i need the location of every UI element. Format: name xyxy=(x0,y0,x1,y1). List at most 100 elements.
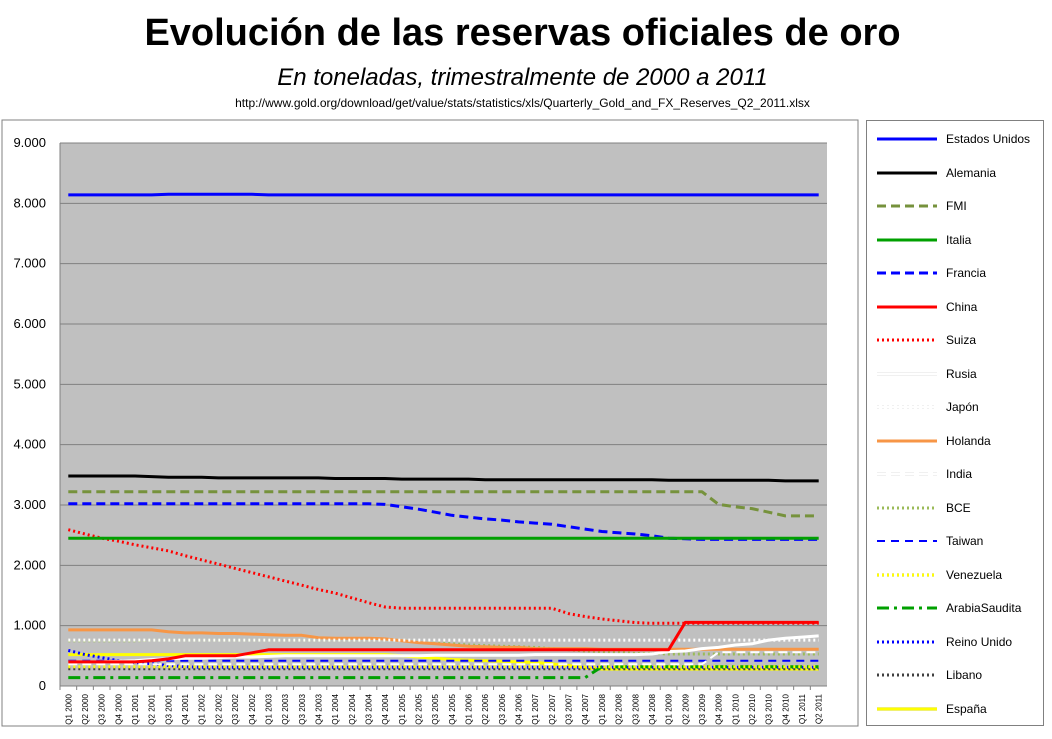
legend: Estados Unidos Alemania FMI Italia Francia Ch… xyxy=(866,120,1044,726)
x-tick-label: Q3 2001 xyxy=(164,693,173,724)
legend-swatch xyxy=(877,472,937,476)
series-line-estados-unidos xyxy=(68,192,819,197)
x-tick-label: Q1 2005 xyxy=(398,693,407,724)
x-tick-label: Q1 2004 xyxy=(331,693,340,724)
legend-swatch xyxy=(877,439,937,442)
x-tick-label: Q2 2006 xyxy=(481,693,490,724)
x-tick-label: Q3 2009 xyxy=(698,693,707,724)
legend-swatch xyxy=(877,540,937,542)
x-tick-label: Q3 2008 xyxy=(631,693,640,724)
line-chart: 0 1.000 2.000 3.000 4.000 5.000 6.000 7.000 8.00… xyxy=(1,119,859,727)
legend-label: España xyxy=(946,701,987,716)
x-tick-label: Q4 2004 xyxy=(381,693,390,724)
x-tick-label: Q4 2002 xyxy=(248,693,257,724)
x-tick-label: Q2 2002 xyxy=(214,693,223,724)
series-line-china xyxy=(68,620,819,664)
legend-label: China xyxy=(946,299,978,314)
y-tick-label: 4.000 xyxy=(13,437,46,452)
legend-swatch xyxy=(877,506,937,509)
x-tick-label: Q2 2009 xyxy=(681,693,690,724)
x-axis: Q1 2000 Q2 2000 Q3 2000 Q4 2000 Q1 2001 Q2 20… xyxy=(59,685,827,725)
legend-label: Reino Unido xyxy=(946,634,1013,649)
x-tick-label: Q3 2006 xyxy=(498,693,507,724)
legend-label: Libano xyxy=(946,668,983,682)
legend-swatch xyxy=(877,673,937,677)
x-tick-label: Q3 2004 xyxy=(364,693,373,724)
x-tick-label: Q3 2007 xyxy=(565,693,574,724)
x-tick-label: Q4 2005 xyxy=(448,693,457,724)
legend-swatch xyxy=(877,204,937,208)
legend-item: Venezuela xyxy=(867,565,1045,585)
legend-swatch xyxy=(877,338,937,342)
x-tick-label: Q2 2007 xyxy=(548,693,557,724)
legend-item: India xyxy=(867,464,1045,484)
x-tick-label: Q1 2001 xyxy=(131,693,140,724)
y-axis: 0 1.000 2.000 3.000 4.000 5.000 6.000 7.000 8.00… xyxy=(13,135,61,693)
x-tick-label: Q2 2008 xyxy=(615,693,624,724)
legend-label: Rusia xyxy=(946,366,977,381)
legend-item: Holanda xyxy=(867,431,1045,451)
x-tick-label: Q3 2005 xyxy=(431,693,440,724)
legend-item: Japón xyxy=(867,397,1045,417)
legend-item: Reino Unido xyxy=(867,632,1045,652)
x-tick-label: Q2 2004 xyxy=(348,693,357,724)
series-lines xyxy=(67,192,819,680)
legend-swatch xyxy=(877,271,937,275)
legend-item: ArabiaSaudita xyxy=(867,598,1045,618)
y-tick-label: 1.000 xyxy=(13,618,46,633)
legend-swatch xyxy=(877,405,937,409)
legend-item: Alemania xyxy=(867,163,1045,183)
x-tick-label: Q2 2011 xyxy=(815,693,824,724)
legend-item: Italia xyxy=(867,230,1045,250)
x-tick-label: Q4 2003 xyxy=(314,693,323,724)
chart-subtitle: En toneladas, trimestralmente de 2000 a … xyxy=(277,64,768,91)
x-tick-label: Q1 2009 xyxy=(665,693,674,724)
x-tick-label: Q2 2005 xyxy=(414,693,423,724)
legend-swatch xyxy=(877,238,937,241)
x-tick-label: Q4 2009 xyxy=(715,693,724,724)
x-tick-label: Q2 2001 xyxy=(148,693,157,724)
legend-swatch xyxy=(877,305,937,308)
x-tick-label: Q4 2007 xyxy=(581,693,590,724)
y-tick-label: 2.000 xyxy=(13,557,46,572)
legend-swatch xyxy=(877,171,937,174)
x-tick-label: Q1 2008 xyxy=(598,693,607,724)
legend-swatch xyxy=(877,137,937,141)
x-tick-label: Q3 2003 xyxy=(298,693,307,724)
x-tick-label: Q1 2011 xyxy=(798,693,807,724)
legend-label: Estados Unidos xyxy=(946,132,1031,146)
x-tick-label: Q1 2010 xyxy=(731,693,740,724)
series-line-alemania xyxy=(68,474,819,483)
legend-item: Libano xyxy=(867,665,1045,685)
legend-item: BCE xyxy=(867,498,1045,518)
x-tick-label: Q2 2003 xyxy=(281,693,290,724)
y-tick-label: 3.000 xyxy=(13,497,46,512)
legend-label: Holanda xyxy=(946,433,991,448)
legend-item: China xyxy=(867,297,1045,317)
legend-item: Estados Unidos xyxy=(867,129,1045,149)
plot-area xyxy=(60,143,827,686)
legend-swatch xyxy=(877,640,937,643)
y-tick-label: 8.000 xyxy=(13,195,46,210)
y-tick-label: 6.000 xyxy=(13,316,46,331)
y-tick-label: 0 xyxy=(39,678,46,693)
x-tick-label: Q4 2010 xyxy=(781,693,790,724)
x-tick-label: Q2 2010 xyxy=(748,693,757,724)
x-tick-label: Q2 2000 xyxy=(81,693,90,724)
x-tick-label: Q4 2001 xyxy=(181,693,190,724)
legend-swatch xyxy=(877,606,937,610)
legend-swatch xyxy=(877,706,937,711)
legend-label: Taiwan xyxy=(946,534,984,548)
legend-label: ArabiaSaudita xyxy=(946,601,1022,615)
legend-item: Taiwan xyxy=(867,531,1045,551)
legend-swatch xyxy=(877,572,937,577)
legend-swatch xyxy=(877,371,937,376)
legend-label: Venezuela xyxy=(946,567,1003,582)
x-tick-label: Q1 2007 xyxy=(531,693,540,724)
x-tick-label: Q1 2003 xyxy=(264,693,273,724)
x-tick-label: Q3 2000 xyxy=(98,693,107,724)
chart-title: Evolución de las reservas oficiales de o… xyxy=(144,12,901,54)
x-tick-label: Q3 2002 xyxy=(231,693,240,724)
x-tick-label: Q1 2006 xyxy=(465,693,474,724)
series-line-rusia xyxy=(68,634,819,664)
